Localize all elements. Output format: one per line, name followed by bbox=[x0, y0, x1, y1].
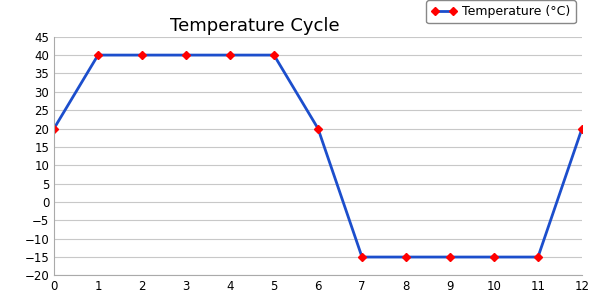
Temperature (°C) bbox=[403, 255, 410, 259]
Temperature (°C) bbox=[139, 53, 146, 57]
Temperature (°C) bbox=[535, 255, 542, 259]
Temperature (°C) bbox=[446, 255, 454, 259]
Temperature (°C) bbox=[271, 53, 278, 57]
Title: Temperature Cycle: Temperature Cycle bbox=[170, 17, 340, 35]
Line: Temperature (°C): Temperature (°C) bbox=[51, 52, 585, 260]
Temperature (°C) bbox=[182, 53, 190, 57]
Temperature (°C) bbox=[94, 53, 101, 57]
Temperature (°C) bbox=[578, 127, 586, 130]
Temperature (°C) bbox=[358, 255, 365, 259]
Legend: Temperature (°C): Temperature (°C) bbox=[426, 0, 576, 23]
Temperature (°C) bbox=[50, 127, 58, 130]
Temperature (°C) bbox=[226, 53, 233, 57]
Temperature (°C) bbox=[314, 127, 322, 130]
Temperature (°C) bbox=[490, 255, 497, 259]
